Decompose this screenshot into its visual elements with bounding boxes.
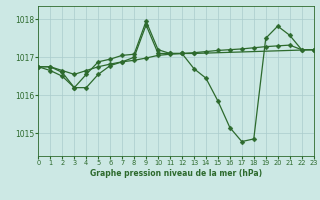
X-axis label: Graphe pression niveau de la mer (hPa): Graphe pression niveau de la mer (hPa) [90, 169, 262, 178]
